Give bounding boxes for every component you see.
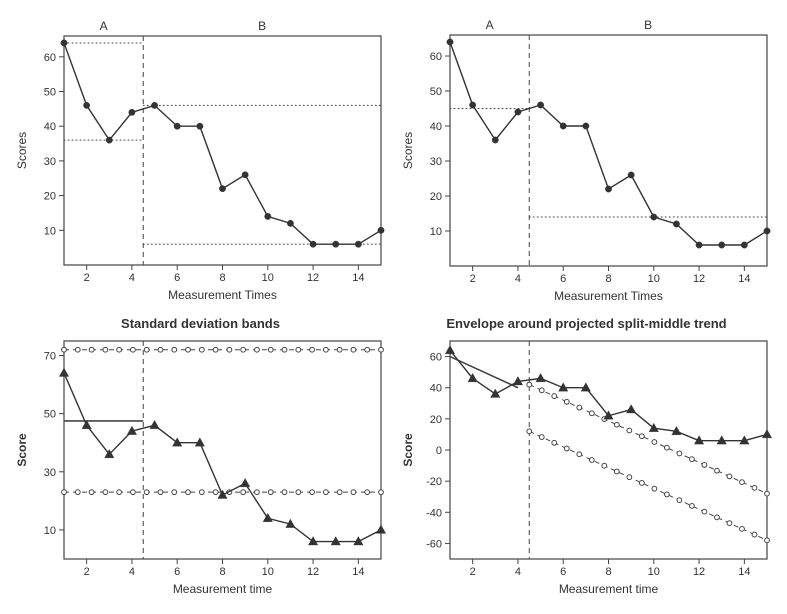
svg-text:20: 20 bbox=[44, 191, 56, 203]
svg-text:12: 12 bbox=[693, 566, 705, 578]
panel-top-right: 2 4 6 8 10 12 14 10 20 30 40 50 60 Measurement Times S… bbox=[396, 10, 777, 309]
svg-text:8: 8 bbox=[219, 272, 225, 284]
svg-text:Scores: Scores bbox=[401, 132, 415, 169]
svg-text:Score: Score bbox=[401, 433, 415, 467]
svg-text:40: 40 bbox=[430, 121, 442, 133]
panel-title-bottom-left: Standard deviation bands bbox=[10, 316, 391, 331]
svg-text:60: 60 bbox=[430, 352, 442, 364]
svg-text:12: 12 bbox=[307, 272, 319, 284]
svg-text:4: 4 bbox=[515, 566, 521, 578]
svg-text:8: 8 bbox=[605, 566, 611, 578]
panel-title-bottom-right: Envelope around projected split-middle t… bbox=[396, 316, 777, 331]
svg-text:30: 30 bbox=[44, 156, 56, 168]
svg-text:4: 4 bbox=[129, 566, 135, 578]
svg-text:30: 30 bbox=[44, 467, 56, 479]
svg-text:-60: -60 bbox=[426, 538, 442, 550]
svg-text:Measurement time: Measurement time bbox=[559, 582, 659, 596]
svg-text:6: 6 bbox=[174, 566, 180, 578]
svg-text:30: 30 bbox=[430, 156, 442, 168]
svg-text:10: 10 bbox=[44, 525, 56, 537]
svg-text:50: 50 bbox=[430, 86, 442, 98]
svg-text:A: A bbox=[486, 18, 494, 32]
svg-text:10: 10 bbox=[648, 273, 660, 285]
svg-text:Measurement Times: Measurement Times bbox=[168, 288, 277, 302]
svg-text:60: 60 bbox=[430, 51, 442, 63]
svg-text:-20: -20 bbox=[426, 476, 442, 488]
svg-text:2: 2 bbox=[470, 566, 476, 578]
svg-text:2: 2 bbox=[84, 272, 90, 284]
svg-text:2: 2 bbox=[84, 566, 90, 578]
svg-text:12: 12 bbox=[307, 566, 319, 578]
svg-text:6: 6 bbox=[560, 566, 566, 578]
svg-text:50: 50 bbox=[44, 409, 56, 421]
chart-page: 2468101214102030405060Measurement TimesS… bbox=[0, 0, 787, 614]
svg-text:0: 0 bbox=[436, 445, 442, 457]
svg-text:10: 10 bbox=[262, 272, 274, 284]
chart-top-left: 2 4 6 8 10 12 14 10 20 30 40 50 60 Measurement Times S… bbox=[10, 12, 391, 311]
svg-text:40: 40 bbox=[44, 121, 56, 133]
svg-text:Scores: Scores bbox=[15, 132, 29, 169]
svg-text:20: 20 bbox=[430, 191, 442, 203]
chart-top-right: 2 4 6 8 10 12 14 10 20 30 40 50 60 Measurement Times S… bbox=[396, 12, 777, 311]
svg-text:6: 6 bbox=[560, 273, 566, 285]
chart-bottom-left: 2 4 6 8 10 12 14 10 30 50 70 Measurement time Score bbox=[10, 331, 391, 603]
svg-text:B: B bbox=[258, 19, 266, 33]
panel-bottom-left: Standard deviation bands 2 4 6 8 10 12 14 10 30 5… bbox=[10, 314, 391, 604]
svg-text:10: 10 bbox=[648, 566, 660, 578]
chart-grid: 2468101214102030405060Measurement TimesS… bbox=[10, 10, 777, 604]
svg-text:10: 10 bbox=[430, 226, 442, 238]
svg-text:40: 40 bbox=[430, 383, 442, 395]
svg-text:14: 14 bbox=[738, 566, 750, 578]
svg-text:6: 6 bbox=[174, 272, 180, 284]
panel-top-left: 2 4 6 8 10 12 14 10 20 30 40 50 60 Measurement Times S… bbox=[10, 10, 391, 309]
svg-text:A: A bbox=[100, 19, 108, 33]
svg-text:12: 12 bbox=[693, 273, 705, 285]
svg-text:10: 10 bbox=[44, 225, 56, 237]
svg-text:8: 8 bbox=[219, 566, 225, 578]
svg-text:10: 10 bbox=[262, 566, 274, 578]
svg-text:14: 14 bbox=[738, 273, 750, 285]
svg-text:60: 60 bbox=[44, 52, 56, 64]
svg-text:Measurement time: Measurement time bbox=[173, 582, 273, 596]
svg-text:2: 2 bbox=[470, 273, 476, 285]
svg-text:14: 14 bbox=[352, 272, 364, 284]
svg-text:Score: Score bbox=[15, 433, 29, 467]
svg-text:8: 8 bbox=[605, 273, 611, 285]
svg-text:20: 20 bbox=[430, 414, 442, 426]
svg-text:4: 4 bbox=[515, 273, 521, 285]
svg-text:-40: -40 bbox=[426, 507, 442, 519]
svg-text:B: B bbox=[644, 18, 652, 32]
svg-text:Measurement Times: Measurement Times bbox=[554, 289, 663, 303]
panel-bottom-right: Envelope around projected split-middle t… bbox=[396, 314, 777, 604]
svg-text:50: 50 bbox=[44, 87, 56, 99]
svg-text:4: 4 bbox=[129, 272, 135, 284]
svg-text:70: 70 bbox=[44, 351, 56, 363]
svg-text:14: 14 bbox=[352, 566, 364, 578]
chart-bottom-right: 2 4 6 8 10 12 14 -60 -40 -20 0 20 40 60 Measurement ti… bbox=[396, 331, 777, 603]
